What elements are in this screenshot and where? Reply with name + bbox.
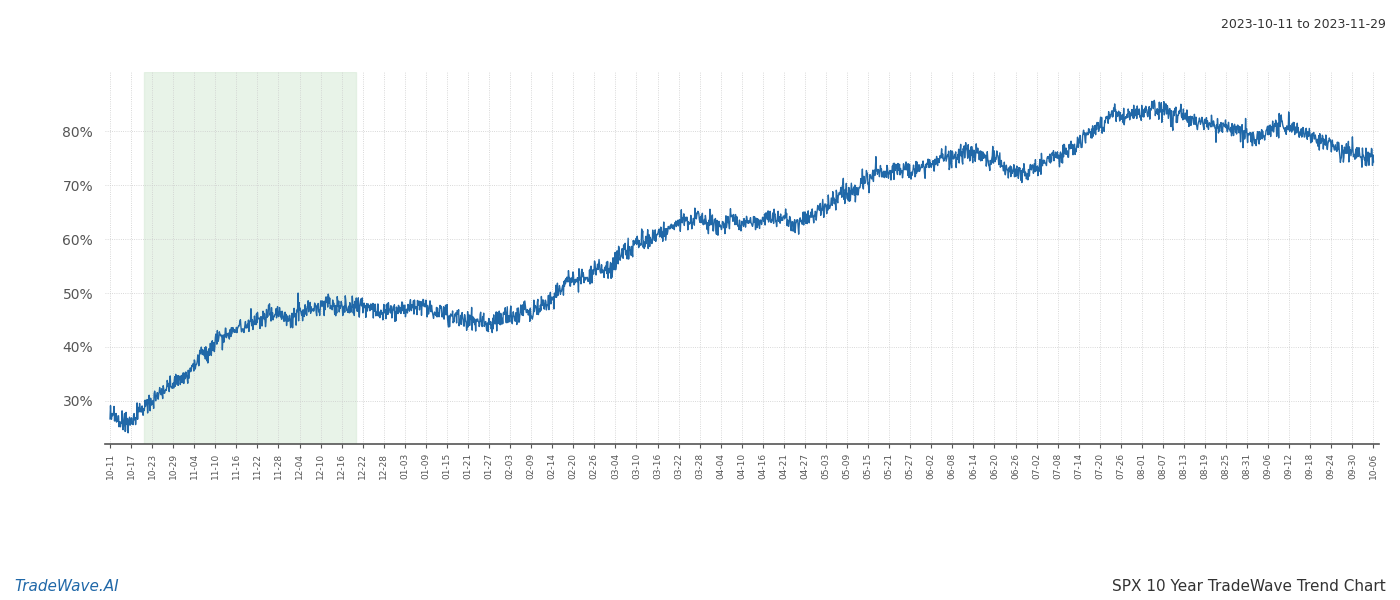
Text: 2023-10-11 to 2023-11-29: 2023-10-11 to 2023-11-29 xyxy=(1221,18,1386,31)
Text: SPX 10 Year TradeWave Trend Chart: SPX 10 Year TradeWave Trend Chart xyxy=(1112,579,1386,594)
Bar xyxy=(144,72,357,444)
Text: TradeWave.AI: TradeWave.AI xyxy=(14,579,119,594)
